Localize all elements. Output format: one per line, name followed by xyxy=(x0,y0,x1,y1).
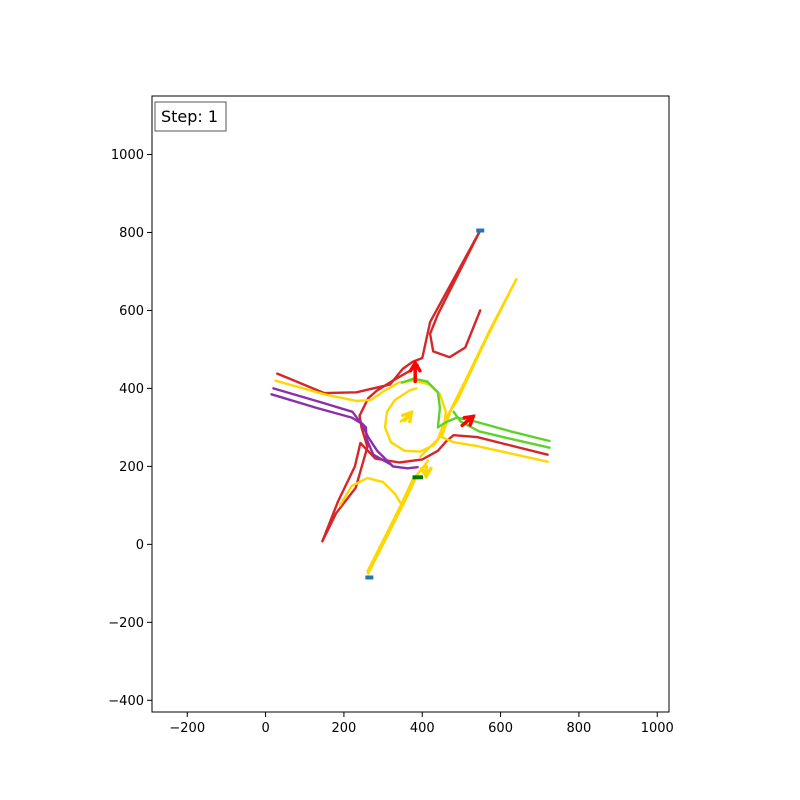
lane-line-yellow xyxy=(366,459,430,573)
x-tick-label: 200 xyxy=(332,721,357,736)
y-tick-label: 0 xyxy=(136,538,144,553)
lane-line-red xyxy=(276,229,482,395)
axes-frame xyxy=(151,95,670,713)
step-annotation: Step: 1 xyxy=(154,101,227,132)
y-tick-label: −200 xyxy=(108,616,144,631)
y-tick-label: 1000 xyxy=(111,148,144,163)
red-arrow-marker-head xyxy=(462,414,476,427)
x-tick-label: −200 xyxy=(169,721,205,736)
lane-line-green xyxy=(452,410,551,449)
step-annotation-box xyxy=(154,101,227,132)
y-tick-label: 800 xyxy=(119,226,144,241)
red-arrow-marker-head xyxy=(408,359,422,373)
yellow-arrow-marker-head xyxy=(419,466,433,480)
x-tick-label: 0 xyxy=(261,721,269,736)
road-lines xyxy=(270,229,551,575)
endpoint-marker xyxy=(476,228,485,233)
x-tick-label: 800 xyxy=(567,721,592,736)
y-tick-label: −400 xyxy=(108,694,144,709)
lane-line-green xyxy=(400,377,551,443)
y-tick-label: 200 xyxy=(119,460,144,475)
lane-line-purple xyxy=(270,393,419,470)
step-label: Step: 1 xyxy=(161,107,218,126)
lane-line-yellow xyxy=(338,476,402,507)
y-tick-label: 600 xyxy=(119,304,144,319)
endpoint-marker xyxy=(365,575,374,580)
lane-line-red xyxy=(428,229,482,359)
x-axis-ticks: −200 0 200 400 600 800 1000 xyxy=(169,712,674,736)
lane-line-red xyxy=(321,434,549,543)
x-tick-label: 600 xyxy=(488,721,513,736)
lane-line-purple xyxy=(272,387,393,466)
lane-line-yellow xyxy=(367,473,419,575)
y-tick-label: 400 xyxy=(119,382,144,397)
yellow-arrow-marker-head xyxy=(400,410,414,424)
x-tick-label: 400 xyxy=(410,721,435,736)
lane-line-red xyxy=(321,363,419,543)
road-markers xyxy=(365,228,485,580)
x-tick-label: 1000 xyxy=(641,721,674,736)
y-axis-ticks: −400 −200 0 200 400 600 800 1000 xyxy=(108,148,152,709)
